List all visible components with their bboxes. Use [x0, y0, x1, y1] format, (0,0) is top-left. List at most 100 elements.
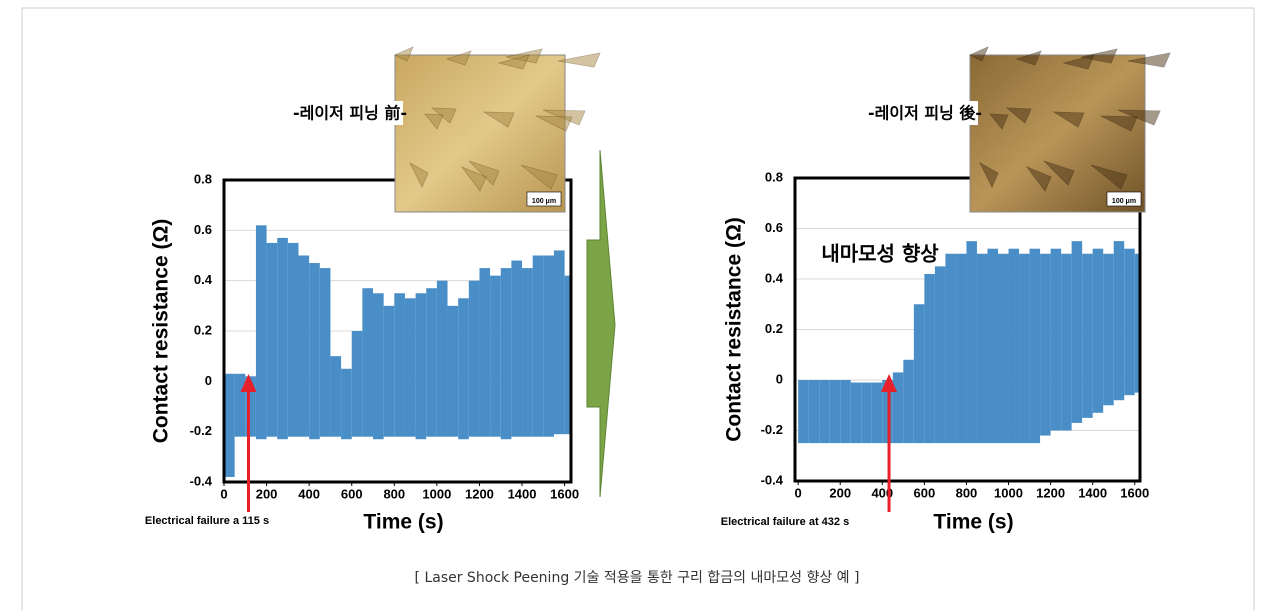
signal-band [309, 263, 320, 439]
y-tick-label: 0.4 [194, 272, 213, 287]
y-axis-title: Contact resistance (Ω) [723, 217, 746, 442]
signal-band [533, 256, 544, 437]
x-tick-label: 800 [956, 485, 978, 500]
signal-band [501, 268, 512, 439]
x-tick-label: 1000 [994, 485, 1023, 500]
y-tick-label: -0.2 [761, 422, 783, 437]
signal-band [384, 306, 395, 437]
x-tick-label: 1600 [550, 486, 579, 501]
inset-label: -레이저 피닝 後- [868, 104, 982, 123]
y-tick-label: -0.4 [190, 473, 213, 488]
signal-band [809, 380, 820, 443]
signal-band [966, 241, 977, 443]
highlight-note: 내마모성 향상 [821, 242, 939, 266]
signal-band [1051, 249, 1062, 431]
signal-band [362, 288, 373, 436]
scale-label: 100 μm [532, 198, 556, 205]
y-tick-label: 0.8 [765, 169, 783, 184]
signal-band [416, 293, 427, 439]
signal-band [1030, 249, 1041, 443]
signal-band [543, 256, 554, 437]
signal-band [1061, 254, 1072, 431]
signal-band [798, 380, 809, 443]
signal-band [405, 298, 416, 436]
signal-band [840, 380, 851, 443]
signal-band [861, 383, 872, 444]
signal-band [256, 225, 267, 439]
signal-band [830, 380, 841, 443]
figure: [ Laser Shock Peening 기술 적용을 통한 구리 합금의 내… [0, 0, 1274, 610]
x-tick-label: 800 [383, 486, 405, 501]
y-tick-label: 0.6 [194, 222, 212, 237]
signal-band [235, 374, 246, 437]
signal-band [511, 261, 522, 437]
signal-band [1093, 249, 1104, 413]
x-tick-label: 0 [220, 486, 227, 501]
caption: [ Laser Shock Peening 기술 적용을 통한 구리 합금의 내… [415, 570, 860, 586]
y-tick-label: 0 [205, 373, 212, 388]
signal-band [998, 254, 1009, 443]
y-tick-label: 0.2 [194, 322, 212, 337]
x-tick-label: 1400 [1078, 485, 1107, 500]
signal-band [1009, 249, 1020, 443]
x-tick-label: 600 [914, 485, 936, 500]
chart: -0.4 -0.2 0 0.2 0.4 0.6 0.8 0 200 400 600 800 1000 12… [145, 47, 600, 534]
y-tick-label: 0.6 [765, 220, 783, 235]
signal-band [1103, 254, 1114, 406]
x-tick-label: 1000 [422, 486, 451, 501]
x-tick-label: 1200 [1036, 485, 1065, 500]
signal-band [1072, 241, 1083, 423]
micrograph [970, 55, 1145, 212]
signal-band [893, 372, 904, 443]
signal-band [352, 331, 363, 437]
y-tick-label: 0.8 [194, 171, 212, 186]
signal-band [469, 281, 480, 437]
signal-band [1040, 254, 1051, 436]
signal-band [819, 380, 830, 443]
failure-note: Electrical failure at 432 s [721, 516, 849, 528]
signal-band [330, 356, 341, 437]
y-tick-label: 0 [776, 371, 783, 386]
signal-band [490, 276, 501, 437]
y-tick-label: 0.2 [765, 321, 783, 336]
signal-band [277, 238, 288, 439]
inset-label: -레이저 피닝 前- [293, 104, 407, 123]
signal-band [914, 304, 925, 443]
signal-band [554, 250, 565, 434]
signal-band [394, 293, 405, 436]
signal-band [373, 293, 384, 439]
y-tick-label: -0.4 [761, 472, 784, 487]
signal-band [224, 374, 235, 477]
signal-band [437, 281, 448, 437]
x-axis-title: Time (s) [933, 511, 1013, 534]
signal-band [448, 306, 459, 437]
signal-band [1082, 254, 1093, 418]
signal-band [267, 243, 278, 437]
signal-band [341, 369, 352, 439]
signal-band [1019, 254, 1030, 443]
signal-band [924, 274, 935, 443]
x-tick-label: 400 [298, 486, 320, 501]
signal-band [299, 256, 310, 437]
x-axis-title: Time (s) [363, 511, 443, 534]
x-tick-label: 200 [256, 486, 278, 501]
signal-band [426, 288, 437, 436]
signal-band [935, 266, 946, 443]
signal-band [1124, 249, 1135, 395]
signal-band [479, 268, 490, 437]
x-tick-label: 600 [341, 486, 363, 501]
x-tick-label: 1200 [465, 486, 494, 501]
signal-band [977, 254, 988, 443]
signal-band [458, 298, 469, 439]
signal-band [1114, 241, 1125, 400]
failure-note: Electrical failure a 115 s [145, 515, 269, 527]
signal-band [956, 254, 967, 443]
signal-band [987, 249, 998, 443]
y-tick-label: -0.2 [190, 423, 212, 438]
signal-band [945, 254, 956, 443]
signal-band [522, 268, 533, 437]
signal-band [851, 383, 862, 444]
signal-band [288, 243, 299, 437]
x-tick-label: 200 [829, 485, 851, 500]
